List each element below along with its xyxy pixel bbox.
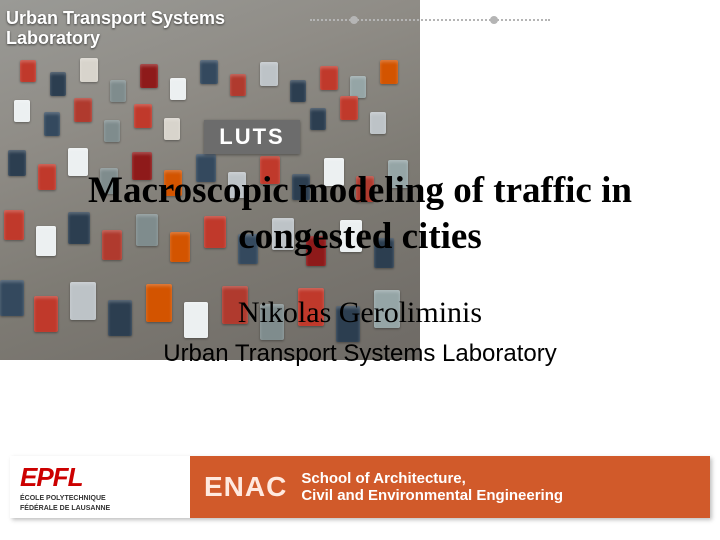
car-shape [20, 60, 36, 82]
enac-line2: Civil and Environmental Engineering [301, 487, 563, 504]
luts-badge: LUTS [204, 120, 300, 154]
lab-subtitle: Urban Transport Systems Laboratory [0, 340, 720, 368]
car-shape [74, 98, 92, 122]
decorative-dotted-line [310, 19, 550, 21]
enac-block: ENAC School of Architecture, Civil and E… [190, 456, 710, 518]
car-shape [164, 118, 180, 140]
epfl-subtitle-2: FÉDÉRALE DE LAUSANNE [20, 505, 110, 513]
car-shape [340, 96, 358, 120]
enac-logo: ENAC [204, 471, 287, 503]
enac-line1: School of Architecture, [301, 470, 563, 487]
car-shape [260, 62, 278, 86]
slide-title: Macroscopic modeling of traffic in conge… [20, 168, 700, 260]
car-shape [170, 78, 186, 100]
car-shape [44, 112, 60, 136]
car-shape [14, 100, 30, 122]
car-shape [104, 120, 120, 142]
car-shape [140, 64, 158, 88]
car-shape [80, 58, 98, 82]
footer-logos: EPFL ÉCOLE POLYTECHNIQUE FÉDÉRALE DE LAU… [10, 456, 710, 518]
car-shape [290, 80, 306, 102]
car-shape [310, 108, 326, 130]
car-shape [110, 80, 126, 102]
lab-label-line2: Laboratory [6, 28, 225, 48]
car-shape [370, 112, 386, 134]
lab-label-line1: Urban Transport Systems [6, 8, 225, 28]
car-shape [200, 60, 218, 84]
author-name: Nikolas Geroliminis [0, 296, 720, 330]
car-shape [50, 72, 66, 96]
car-shape [350, 76, 366, 98]
car-shape [320, 66, 338, 90]
epfl-logo: EPFL [20, 462, 82, 493]
enac-text: School of Architecture, Civil and Enviro… [301, 470, 563, 504]
car-shape [380, 60, 398, 84]
lab-label: Urban Transport Systems Laboratory [6, 8, 225, 48]
car-shape [134, 104, 152, 128]
epfl-subtitle-1: ÉCOLE POLYTECHNIQUE [20, 495, 106, 503]
car-shape [230, 74, 246, 96]
epfl-block: EPFL ÉCOLE POLYTECHNIQUE FÉDÉRALE DE LAU… [10, 456, 190, 518]
